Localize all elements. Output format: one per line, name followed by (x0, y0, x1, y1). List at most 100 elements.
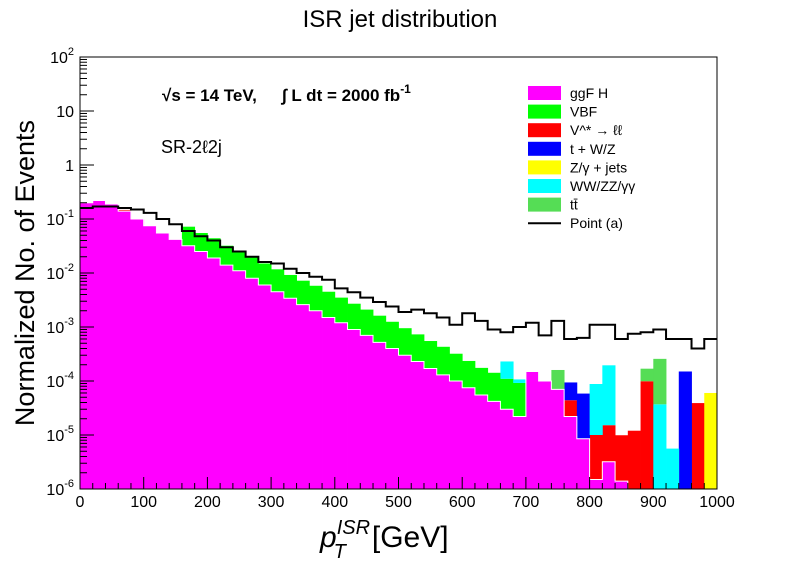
bar-vbf-bin-19 (322, 291, 336, 318)
legend-swatch-ggf-h (528, 86, 561, 100)
bar-ww-zz-bin-34 (513, 379, 527, 383)
bar-vbf-bin-17 (296, 280, 310, 305)
legend-label-vbf: VBF (570, 104, 597, 120)
x-tick-label: 1000 (699, 494, 735, 511)
x-axis-label-sup: ISR (337, 517, 370, 539)
bar-ggf-h-bin-39 (576, 438, 590, 489)
bar-ggf-h-bin-7 (169, 239, 183, 489)
y-tick-label: 10-3 (46, 316, 74, 337)
bar-vbf-bin-20 (334, 297, 348, 323)
bar-ggf-h-bin-24 (385, 348, 399, 489)
bar-tt-bin-37 (551, 369, 565, 390)
lumi-annotation-exp: -1 (400, 82, 411, 96)
bar-vbf-bin-34 (513, 382, 527, 417)
x-tick-label: 900 (640, 494, 667, 511)
x-tick-label: 400 (321, 494, 348, 511)
bar-ggf-h-bin-22 (360, 335, 374, 489)
bar-ggf-h-bin-11 (220, 265, 234, 489)
y-tick-label: 10-4 (46, 370, 74, 391)
bar-vbf-bin-24 (385, 321, 399, 349)
bar-ggf-h-bin-37 (551, 389, 565, 489)
bar-ggf-h-bin-1 (92, 200, 106, 489)
energy-annotation: √s = 14 TeV, (162, 86, 257, 105)
bar-v-bin-40 (589, 435, 603, 480)
bar-vbf-bin-16 (283, 274, 297, 299)
bar-ggf-h-bin-15 (271, 291, 285, 489)
legend-swatch-vbf (528, 104, 561, 119)
bar-v-bin-43 (627, 430, 641, 489)
bar-ggf-h-bin-21 (347, 329, 361, 489)
bar-ggf-h-bin-25 (398, 355, 412, 489)
bar-v-bin-42 (615, 435, 629, 482)
x-tick-label: 500 (385, 494, 412, 511)
bar-ggf-h-bin-13 (245, 278, 259, 489)
bar-ggf-h-bin-19 (322, 317, 336, 489)
stacked-bars (80, 200, 718, 490)
legend-swatch-ww-zz (528, 179, 561, 193)
bar-ww-zz-bin-33 (500, 361, 514, 379)
bar-vbf-bin-22 (360, 309, 374, 336)
bar-ggf-h-bin-38 (564, 416, 578, 489)
bar-vbf-bin-21 (347, 303, 361, 330)
x-tick-label: 700 (513, 494, 540, 511)
x-tick-label: 200 (194, 494, 221, 511)
bar-vbf-bin-12 (232, 250, 247, 271)
x-axis-label: pISR T [GeV] (319, 517, 449, 563)
bar-t-w-z-bin-47 (678, 371, 692, 489)
bar-ggf-h-bin-3 (118, 211, 132, 490)
bar-ggf-h-bin-29 (449, 381, 463, 489)
bar-v-bin-38 (564, 400, 578, 417)
bar-vbf-bin-18 (309, 285, 323, 311)
legend: ggF H VBF V^* → ℓℓ t + W/Z Z/γ + jets WW/ZZ/γ… (528, 85, 635, 231)
bar-ggf-h-bin-35 (525, 371, 540, 489)
bar-ggf-h-bin-8 (181, 245, 196, 489)
bar-ggf-h-bin-10 (207, 257, 221, 489)
bar-v-bin-44 (640, 381, 654, 489)
y-tick-label: 10-6 (46, 478, 74, 499)
legend-label-t-w-z: t + W/Z (570, 141, 616, 157)
bar-ggf-h-bin-9 (194, 251, 208, 489)
legend-label-point-a: Point (a) (570, 215, 623, 231)
lumi-annotation: ∫ L dt = 2000 fb-1 (280, 82, 411, 105)
bar-ggf-h-bin-20 (334, 322, 348, 489)
bar-ggf-h-bin-17 (296, 304, 310, 489)
bar-v-bin-48 (691, 403, 705, 489)
bar-vbf-bin-33 (500, 378, 514, 410)
bar-vbf-bin-11 (220, 245, 234, 266)
bar-vbf-bin-14 (258, 263, 272, 285)
point-a-line (80, 205, 717, 350)
y-tick-label: 10-5 (46, 424, 74, 445)
x-axis-label-unit: [GeV] (372, 521, 449, 554)
bar-ggf-h-bin-28 (436, 374, 450, 489)
y-tick-label: 10-2 (46, 262, 74, 283)
bar-ggf-h-bin-27 (423, 368, 438, 489)
chart-title: ISR jet distribution (303, 6, 498, 33)
bar-z-jets-bin-49 (704, 392, 718, 489)
bar-vbf-bin-26 (411, 334, 425, 362)
bar-t-w-z-bin-38 (564, 382, 578, 401)
bar-ggf-h-bin-6 (156, 233, 170, 489)
region-annotation: SR-2ℓ2j (161, 137, 222, 157)
bar-ggf-h-bin-30 (462, 387, 476, 489)
bar-vbf-bin-32 (487, 372, 501, 402)
bar-ggf-h-bin-31 (474, 395, 489, 489)
bar-ggf-h-bin-0 (80, 202, 94, 490)
bar-v-bin-41 (602, 425, 616, 462)
bar-ggf-h-bin-5 (143, 225, 157, 489)
bar-tt-bin-44 (640, 368, 654, 382)
bar-tt-bin-45 (653, 358, 667, 405)
x-tick-label: 300 (258, 494, 285, 511)
bar-vbf-bin-8 (181, 226, 196, 246)
legend-swatch-t-w-z (528, 141, 561, 156)
bar-ggf-h-bin-41 (602, 461, 616, 489)
bar-vbf-bin-31 (474, 367, 489, 396)
legend-swatch-z-jets (528, 160, 561, 175)
x-axis-label-sub: T (334, 541, 348, 563)
bar-vbf-bin-23 (373, 315, 387, 343)
bar-ggf-h-bin-32 (487, 401, 501, 489)
bar-ggf-h-bin-18 (309, 310, 323, 489)
lumi-annotation-text: ∫ L dt = 2000 fb (280, 86, 400, 105)
bar-ggf-h-bin-40 (589, 479, 603, 489)
bar-ww-zz-bin-41 (602, 365, 616, 426)
